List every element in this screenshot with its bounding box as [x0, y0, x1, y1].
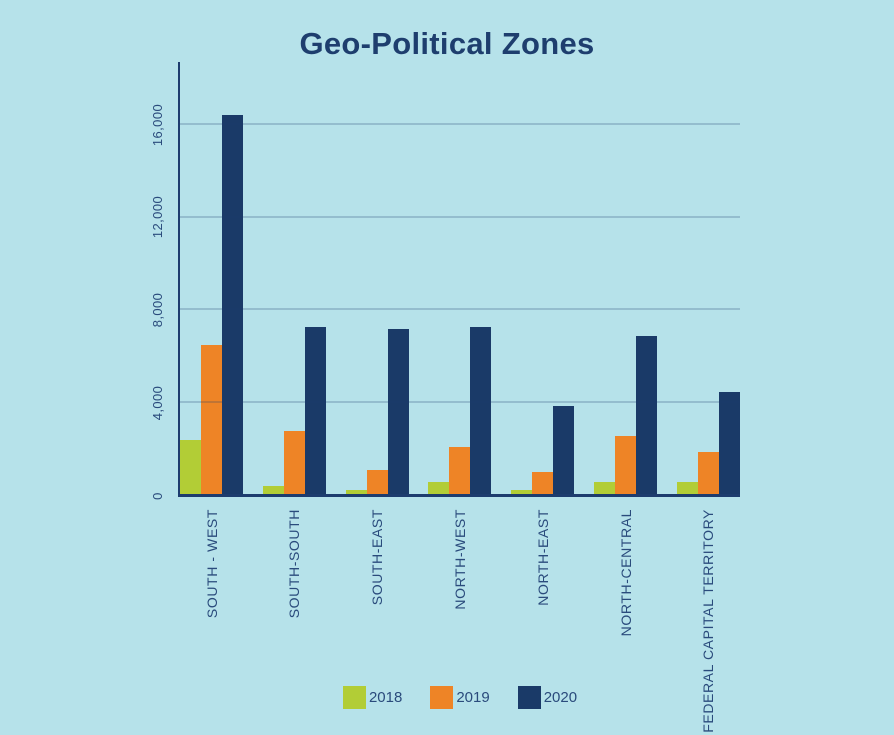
legend-swatch-2018: [342, 686, 366, 709]
y-tick-label: 4,000: [149, 385, 165, 421]
y-axis-tick-labels: 0 4,000 8,000 12,000 16,000: [144, 62, 170, 500]
x-axis-line: [178, 494, 740, 497]
gridline: [180, 308, 740, 311]
bar-2020: [718, 391, 740, 496]
chart-title: Geo-Political Zones: [299, 26, 595, 61]
y-tick-label: 8,000: [149, 293, 165, 328]
bar-group: [345, 62, 409, 496]
legend-swatch-2019: [430, 686, 454, 709]
bar-2020: [636, 335, 658, 496]
bar-2020: [553, 405, 575, 496]
bar-2019: [449, 447, 471, 496]
bar-2018: [676, 482, 698, 496]
bar-2019: [532, 471, 554, 496]
bar-2018: [594, 482, 616, 496]
bar-group: [428, 62, 492, 496]
legend-item: 2019: [430, 686, 490, 709]
bar-2020: [387, 328, 409, 496]
bar-2018: [180, 440, 201, 496]
legend: 2018 2019 2020: [180, 686, 740, 709]
bar-2018: [428, 482, 450, 496]
bar-2019: [283, 431, 305, 496]
y-tick-label: 0: [149, 492, 165, 500]
bar-group: [594, 62, 658, 496]
x-axis-label: NORTH-WEST: [451, 509, 468, 610]
legend-swatch-2020: [517, 686, 541, 709]
bar-2019: [697, 451, 719, 496]
bar-group: [262, 62, 326, 496]
bar-2018: [262, 485, 284, 496]
bar-2018: [511, 490, 533, 496]
y-axis-line: [178, 62, 180, 496]
x-axis-label: SOUTH - WEST: [203, 509, 220, 619]
x-axis-label: NORTH-CENTRAL: [617, 509, 634, 637]
y-tick: 16,000: [144, 104, 170, 146]
bar-2020: [222, 115, 243, 496]
gridline: [180, 122, 740, 125]
bar-2019: [366, 470, 388, 496]
bar-group: [180, 62, 243, 496]
y-tick-label: 16,000: [149, 103, 165, 146]
bar-2020: [470, 326, 492, 496]
y-tick: 0: [144, 492, 170, 500]
bar-groups: [180, 62, 740, 496]
y-tick: 4,000: [144, 386, 170, 421]
legend-item: 2020: [517, 686, 578, 709]
bar-2018: [345, 490, 367, 496]
bar-2019: [201, 345, 222, 496]
y-tick-label: 12,000: [149, 196, 165, 239]
y-tick: 8,000: [144, 293, 170, 328]
y-tick: 12,000: [144, 196, 170, 238]
x-axis-label: SOUTH-SOUTH: [286, 509, 303, 619]
bar-group: [676, 62, 740, 496]
x-axis-label: SOUTH-EAST: [369, 509, 386, 606]
plot-area: [178, 62, 740, 497]
legend-label: 2019: [456, 689, 490, 706]
bar-group: [511, 62, 575, 496]
bar-2020: [304, 326, 326, 496]
gridline: [180, 215, 740, 218]
x-axis-label: NORTH-EAST: [534, 509, 551, 606]
bar-2019: [615, 435, 637, 496]
legend-label: 2020: [543, 689, 578, 706]
legend-label: 2018: [368, 689, 403, 706]
legend-item: 2018: [342, 686, 403, 709]
gridline: [180, 401, 740, 404]
